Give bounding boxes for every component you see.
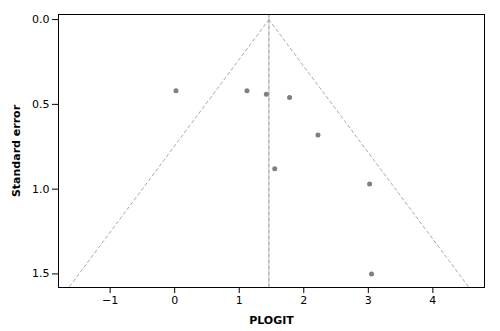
svg-text:3: 3 <box>365 294 372 307</box>
svg-text:PLOGIT: PLOGIT <box>249 314 294 327</box>
svg-text:Standard error: Standard error <box>10 104 23 197</box>
svg-text:−1: −1 <box>102 294 118 307</box>
svg-text:0: 0 <box>171 294 178 307</box>
svg-text:0.0: 0.0 <box>32 13 50 26</box>
svg-text:1: 1 <box>236 294 243 307</box>
svg-text:4: 4 <box>429 294 436 307</box>
svg-text:2: 2 <box>300 294 307 307</box>
svg-text:1.5: 1.5 <box>32 267 50 280</box>
svg-text:1.0: 1.0 <box>32 183 50 196</box>
svg-text:0.5: 0.5 <box>32 98 50 111</box>
